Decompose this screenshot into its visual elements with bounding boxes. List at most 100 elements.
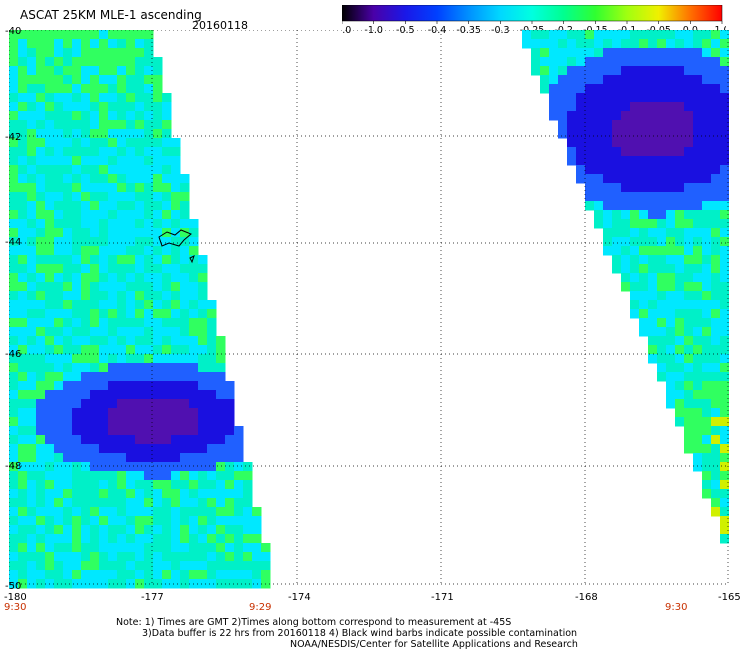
swath-cell bbox=[162, 300, 172, 310]
swath-cell bbox=[99, 156, 109, 166]
swath-cell bbox=[207, 480, 217, 490]
swath-cell bbox=[36, 534, 46, 544]
swath-cell bbox=[711, 426, 721, 436]
swath-cell bbox=[171, 201, 181, 211]
swath-cell bbox=[666, 345, 676, 355]
swath-cell bbox=[135, 174, 145, 184]
swath-cell bbox=[45, 210, 55, 220]
swath-cell bbox=[54, 579, 64, 589]
swath-cell bbox=[81, 543, 91, 553]
swath-cell bbox=[9, 372, 19, 382]
swath-cell bbox=[36, 417, 46, 427]
swath-cell bbox=[90, 93, 100, 103]
swath-cell bbox=[99, 291, 109, 301]
swath-cell bbox=[54, 129, 64, 139]
swath-cell bbox=[72, 237, 82, 247]
swath-cell bbox=[63, 264, 73, 274]
swath-cell bbox=[594, 165, 604, 175]
swath-cell bbox=[9, 534, 19, 544]
swath-cell bbox=[612, 210, 622, 220]
swath-cell bbox=[639, 66, 649, 76]
swath-cell bbox=[702, 381, 712, 391]
swath-cell bbox=[144, 246, 154, 256]
swath-cell bbox=[684, 318, 694, 328]
swath-cell bbox=[81, 246, 91, 256]
swath-cell bbox=[702, 462, 712, 472]
swath-cell bbox=[171, 390, 181, 400]
swath-cell bbox=[243, 471, 253, 481]
swath-cell bbox=[684, 183, 694, 193]
swath-cell bbox=[135, 165, 145, 175]
swath-cell bbox=[657, 201, 667, 211]
swath-cell bbox=[648, 219, 658, 229]
swath-cell bbox=[657, 291, 667, 301]
swath-cell bbox=[153, 363, 163, 373]
swath-cell bbox=[99, 210, 109, 220]
swath-cell bbox=[666, 309, 676, 319]
swath-cell bbox=[189, 255, 199, 265]
swath-cell bbox=[189, 489, 199, 499]
swath-cell bbox=[63, 426, 73, 436]
swath-cell bbox=[63, 354, 73, 364]
swath-cell bbox=[693, 444, 703, 454]
swath-cell bbox=[108, 291, 118, 301]
swath-cell bbox=[207, 354, 217, 364]
swath-cell bbox=[711, 282, 721, 292]
swath-cell bbox=[630, 156, 640, 166]
swath-cell bbox=[99, 372, 109, 382]
swath-cell bbox=[27, 498, 37, 508]
swath-cell bbox=[18, 471, 28, 481]
swath-cell bbox=[27, 354, 37, 364]
swath-cell bbox=[603, 129, 613, 139]
swath-cell bbox=[666, 372, 676, 382]
swath-cell bbox=[540, 57, 550, 67]
swath-cell bbox=[153, 354, 163, 364]
swath-cell bbox=[180, 534, 190, 544]
swath-cell bbox=[594, 84, 604, 94]
swath-cell bbox=[153, 417, 163, 427]
swath-cell bbox=[630, 75, 640, 85]
swath-cell bbox=[621, 57, 631, 67]
swath-cell bbox=[117, 507, 127, 517]
swath-cell bbox=[720, 111, 729, 121]
footer-note-line1: Note: 1) Times are GMT 2)Times along bot… bbox=[116, 617, 512, 628]
swath-cell bbox=[702, 219, 712, 229]
swath-cell bbox=[153, 543, 163, 553]
swath-cell bbox=[144, 579, 154, 589]
swath-cell bbox=[117, 345, 127, 355]
swath-cell bbox=[648, 129, 658, 139]
swath-cell bbox=[198, 390, 208, 400]
swath-cell bbox=[99, 516, 109, 526]
swath-cell bbox=[621, 201, 631, 211]
swath-cell bbox=[108, 309, 118, 319]
swath-cell bbox=[54, 561, 64, 571]
swath-cell bbox=[648, 291, 658, 301]
swath-cell bbox=[63, 174, 73, 184]
swath-cell bbox=[225, 534, 235, 544]
swath-cell bbox=[54, 138, 64, 148]
swath-cell bbox=[207, 372, 217, 382]
swath-cell bbox=[630, 183, 640, 193]
swath-cell bbox=[144, 345, 154, 355]
swath-cell bbox=[639, 93, 649, 103]
swath-cell bbox=[18, 264, 28, 274]
swath-cell bbox=[81, 327, 91, 337]
swath-cell bbox=[621, 84, 631, 94]
swath-cell bbox=[108, 30, 118, 40]
swath-cell bbox=[243, 480, 253, 490]
swath-cell bbox=[63, 525, 73, 535]
swath-cell bbox=[225, 462, 235, 472]
swath-cell bbox=[711, 453, 721, 463]
swath-cell bbox=[684, 156, 694, 166]
swath-cell bbox=[9, 570, 19, 580]
swath-cell bbox=[675, 363, 685, 373]
swath-cell bbox=[612, 246, 622, 256]
swath-cell bbox=[162, 93, 172, 103]
swath-cell bbox=[666, 390, 676, 400]
swath-cell bbox=[108, 237, 118, 247]
swath-cell bbox=[567, 57, 577, 67]
swath-cell bbox=[531, 57, 541, 67]
swath-cell bbox=[702, 210, 712, 220]
swath-cell bbox=[576, 147, 586, 157]
swath-cell bbox=[621, 138, 631, 148]
